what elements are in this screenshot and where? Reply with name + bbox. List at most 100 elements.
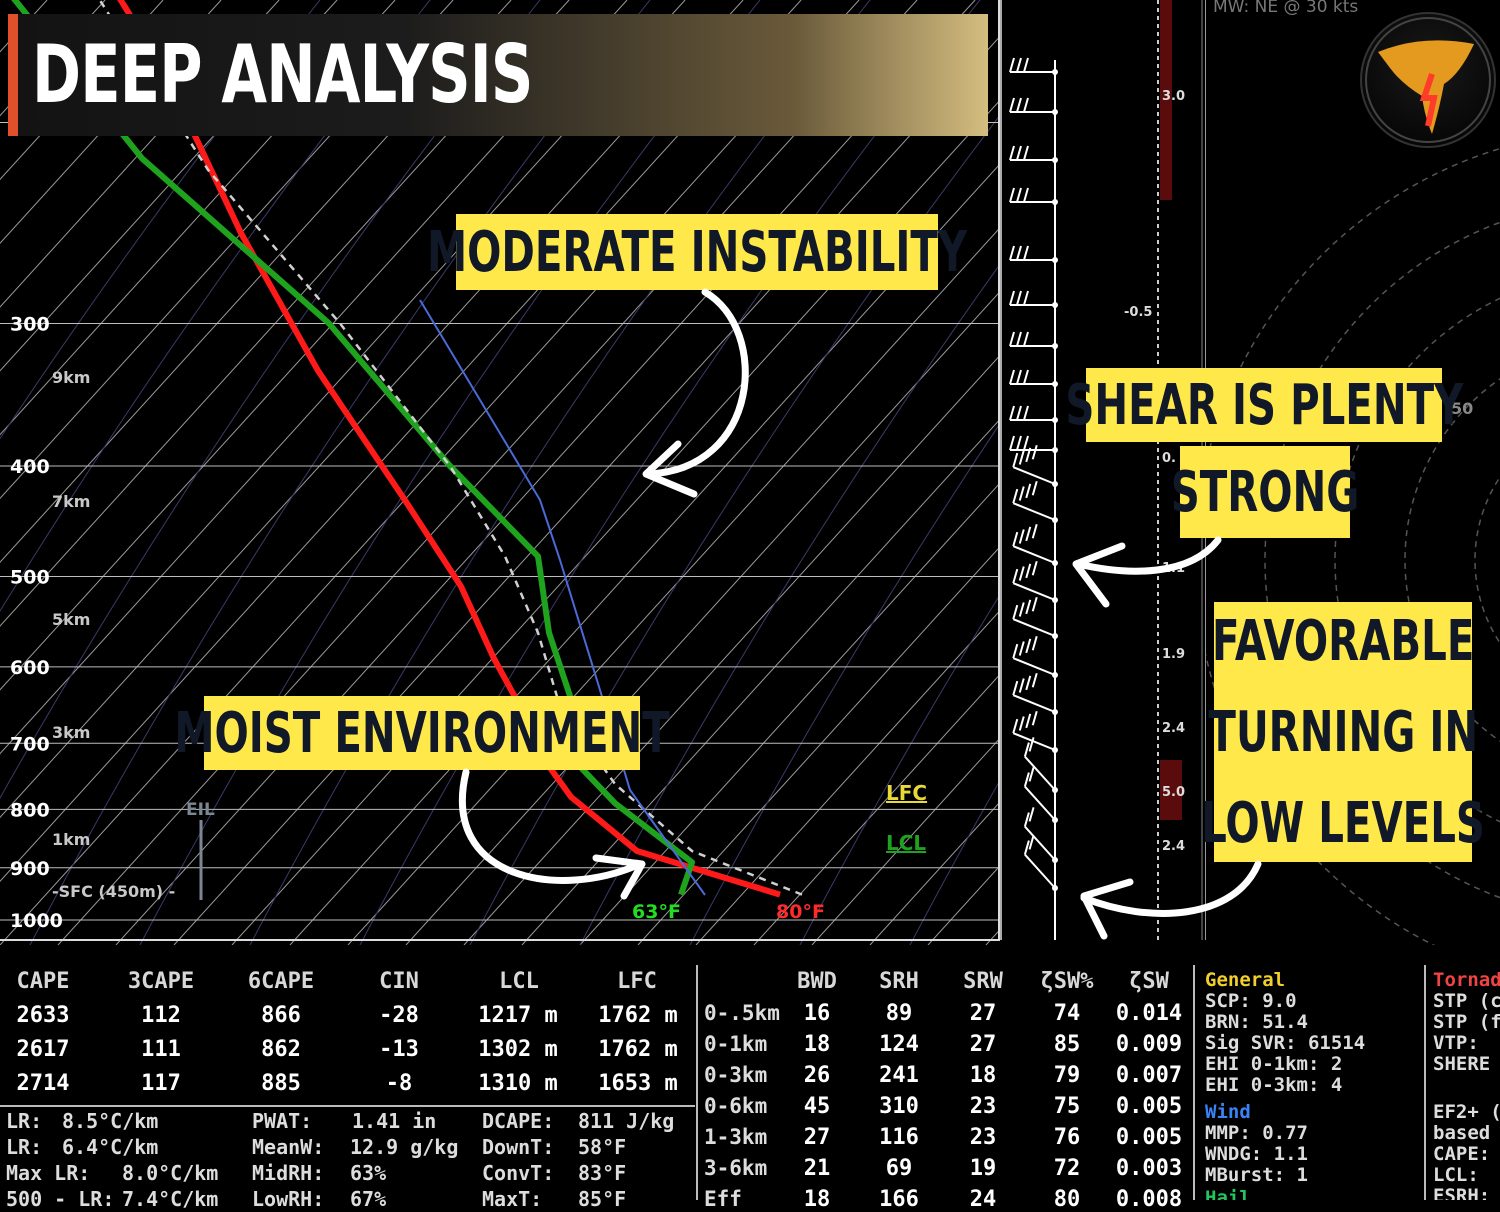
callout-moderate-instability: MODERATE INSTABILITY <box>427 214 967 290</box>
isotherm-line <box>0 0 570 627</box>
wind-barb <box>1012 481 1058 523</box>
wind-barb <box>1009 331 1058 349</box>
layer-label: 1-3km <box>704 1125 768 1149</box>
wind-barb <box>1009 435 1058 453</box>
pressure-tick-label: 800 <box>10 799 50 821</box>
layer-label: 0-.5km <box>704 1001 780 1025</box>
isotherm-line <box>173 35 1000 945</box>
skewt-chart: 200300400500600700800900100040−30−20−100… <box>0 0 1000 945</box>
wind-barb <box>1012 673 1058 715</box>
profile-value-label: 3.0 <box>1162 89 1185 104</box>
kinematic-cell: 72 <box>1053 1156 1081 1181</box>
kinematic-cell: 124 <box>879 1032 919 1057</box>
pressure-tick-label: 1000 <box>10 910 63 932</box>
kinematic-cell: 0.003 <box>1115 1156 1183 1181</box>
isotherm-line <box>0 0 686 755</box>
wind-barb <box>1012 561 1058 603</box>
wind-barb <box>1012 636 1058 678</box>
adiabat-line <box>139 0 761 945</box>
adiabat-line <box>579 263 1000 945</box>
adiabat-line <box>909 779 1000 945</box>
kinematic-cell: 27 <box>803 1125 831 1150</box>
page-title: DEEP ANALYSIS <box>32 28 533 121</box>
kinematic-cell: 16 <box>803 1001 831 1026</box>
callout-shear-line1: SHEAR IS PLENTY <box>1065 368 1463 442</box>
kinematic-cell: 18 <box>803 1032 831 1057</box>
eil-label: EIL <box>186 800 215 820</box>
layer-label: 0-3km <box>704 1063 768 1087</box>
adiabat-line <box>689 422 1000 945</box>
profile-value-label: 2.4 <box>1162 721 1185 736</box>
pressure-tick-label: 600 <box>10 657 50 679</box>
kinematic-cell: 69 <box>885 1156 913 1181</box>
pressure-tick-label: 300 <box>10 313 50 335</box>
wind-barb <box>1023 737 1058 793</box>
wind-barb <box>1009 187 1058 205</box>
wind-barb <box>1012 597 1058 639</box>
lcl-label: LCL <box>886 831 926 855</box>
wind-barb <box>1009 245 1058 263</box>
profile-value-label: 0. <box>1162 451 1176 466</box>
isotherm-line <box>637 546 1000 945</box>
wind-barb <box>1012 445 1058 487</box>
profile-value-label: 2.4 <box>1162 839 1185 854</box>
height-label: 7km <box>52 492 90 511</box>
wind-barb <box>1012 524 1058 566</box>
height-label: 9km <box>52 368 90 387</box>
profile-value-label: 5.0 <box>1162 785 1185 800</box>
wind-barb <box>1009 145 1058 163</box>
wind-barb <box>1023 767 1058 823</box>
isotherm-line <box>927 865 1000 945</box>
parameter-table: CAPE 3CAPE 6CAPE CIN LCL LFC 2633 112 866… <box>0 965 1500 1212</box>
lfc-label: LFC <box>886 781 927 805</box>
kinematic-cell: 21 <box>803 1156 831 1181</box>
kinematic-cell: 27 <box>969 1001 997 1026</box>
hodograph-ring-label: 50 <box>1451 399 1473 418</box>
profile-bar <box>1160 760 1182 820</box>
isotherm-line <box>0 0 396 436</box>
kinematic-cell: 76 <box>1053 1125 1081 1150</box>
surface-dewpoint-label: 63°F <box>632 901 681 923</box>
wind-barb <box>1023 835 1058 891</box>
lapse-rate-block: LR: 8.5°C/km PWAT: 1.41 in DCAPE: 811 J/kg … <box>6 1109 675 1211</box>
wind-barb <box>1009 405 1058 423</box>
isotherm-line <box>115 0 976 945</box>
wind-barb <box>1023 807 1058 863</box>
kinematic-cell: 241 <box>879 1063 919 1088</box>
tornado-icon <box>1365 17 1491 143</box>
isotherm-line <box>0 0 802 882</box>
isotherm-line <box>0 0 280 308</box>
layer-label: 0-6km <box>704 1094 768 1118</box>
thermo-row: 2617 111 862 -13 1302 m 1762 m <box>16 1037 678 1062</box>
kinematic-cell: 116 <box>879 1125 919 1150</box>
kinematic-cell: 85 <box>1053 1032 1081 1057</box>
layer-label: 0-1km <box>704 1032 768 1056</box>
callout-turning: FAVORABLE TURNING IN LOW LEVELS <box>1201 602 1485 862</box>
kinematic-cell: 79 <box>1053 1063 1081 1088</box>
height-label: 5km <box>52 610 90 629</box>
mean-wind-label: MW: NE @ 30 kts <box>1213 0 1358 17</box>
wind-barb <box>1009 290 1058 308</box>
kinematic-cell: 310 <box>879 1094 919 1119</box>
isotherm-line <box>579 482 1000 945</box>
kinematic-cell: 23 <box>969 1125 997 1150</box>
pressure-tick-label: 400 <box>10 456 50 478</box>
height-label: 3km <box>52 723 90 742</box>
thermo-row: 2714 117 885 -8 1310 m 1653 m <box>16 1071 678 1096</box>
thermo-header: CAPE 3CAPE 6CAPE CIN LCL LFC <box>16 969 657 994</box>
callout-moist-environment: MOIST ENVIRONMENT <box>174 696 670 770</box>
pressure-tick-label: 700 <box>10 733 50 755</box>
kinematic-cell: 45 <box>803 1094 831 1119</box>
isotherm-line <box>0 0 744 819</box>
adiabat-line <box>29 0 651 945</box>
title-banner: DEEP ANALYSIS <box>8 14 988 136</box>
layer-label: 3-6km <box>704 1156 768 1180</box>
kinematic-cell: 26 <box>803 1063 831 1088</box>
callout-shear-line2: STRONG <box>1171 446 1359 538</box>
vertical-profile-column: 3.0 -0.5 0. 1.1 1.9 2.4 5.0 2.4 <box>1124 0 1203 940</box>
thermo-row: 2633 112 866 -28 1217 m 1762 m <box>16 1003 678 1028</box>
skewt-labels: 200300400500600700800900100040−30−20−100… <box>10 113 927 932</box>
profile-value-label: 1.9 <box>1162 647 1185 662</box>
kinematic-cell: 0.009 <box>1115 1032 1183 1057</box>
wind-barb <box>1009 369 1058 387</box>
